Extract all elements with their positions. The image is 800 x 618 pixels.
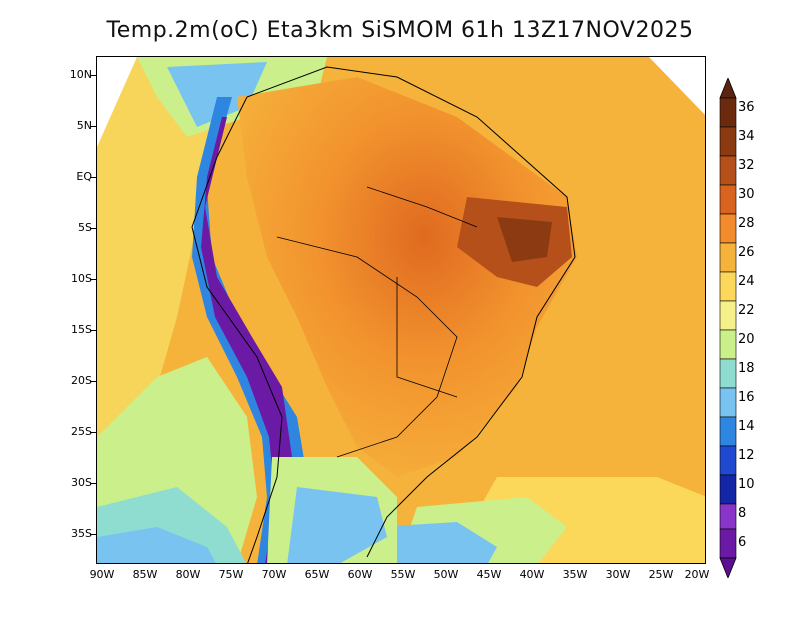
lat-label-20s: 20S	[71, 374, 92, 387]
colorbar-arrow-top	[719, 78, 737, 99]
lat-label-eq: EQ	[76, 170, 92, 183]
lon-label-90w: 90W	[89, 568, 115, 581]
lat-tick	[90, 483, 96, 484]
lat-tick	[90, 75, 96, 76]
lat-label-5n: 5N	[76, 119, 92, 132]
colorbar-label: 18	[738, 361, 755, 376]
chart-title: Temp.2m(oC) Eta3km SiSMOM 61h 13Z17NOV20…	[106, 18, 694, 43]
colorbar-label: 36	[738, 100, 755, 115]
colorbar-label: 6	[738, 535, 747, 550]
lat-label-25s: 25S	[71, 425, 92, 438]
lat-label-10s: 10S	[71, 272, 92, 285]
colorbar-label: 14	[738, 419, 755, 434]
colorbar-label: 16	[738, 390, 755, 405]
colorbar-label: 8	[738, 506, 747, 521]
lat-tick	[90, 381, 96, 382]
lat-tick	[90, 432, 96, 433]
colorbar-label: 24	[738, 274, 755, 289]
lon-label-70w: 70W	[261, 568, 287, 581]
lat-tick	[90, 228, 96, 229]
lat-label-15s: 15S	[71, 323, 92, 336]
colorbar-label: 22	[738, 303, 755, 318]
lon-label-30w: 30W	[605, 568, 631, 581]
map-panel	[96, 56, 706, 564]
colorbar-label: 28	[738, 216, 755, 231]
colorbar-arrow-bottom	[719, 557, 737, 578]
lon-label-20w: 20W	[684, 568, 710, 581]
lat-tick	[90, 177, 96, 178]
colorbar-label: 10	[738, 477, 755, 492]
lat-label-30s: 30S	[71, 476, 92, 489]
colorbar	[719, 78, 737, 578]
lat-tick	[90, 126, 96, 127]
lon-label-60w: 60W	[347, 568, 373, 581]
lon-label-55w: 55W	[390, 568, 416, 581]
lon-label-40w: 40W	[519, 568, 545, 581]
lat-tick	[90, 534, 96, 535]
lon-label-85w: 85W	[132, 568, 158, 581]
colorbar-label: 12	[738, 448, 755, 463]
lat-tick	[90, 279, 96, 280]
lat-label-35s: 35S	[71, 527, 92, 540]
colorbar-label: 32	[738, 158, 755, 173]
colorbar-label: 20	[738, 332, 755, 347]
continent-warm-area	[237, 77, 577, 477]
lon-label-45w: 45W	[476, 568, 502, 581]
temperature-map	[97, 57, 705, 563]
lon-label-50w: 50W	[433, 568, 459, 581]
lon-label-25w: 25W	[648, 568, 674, 581]
lon-label-75w: 75W	[218, 568, 244, 581]
lon-label-35w: 35W	[562, 568, 588, 581]
lon-label-65w: 65W	[304, 568, 330, 581]
lat-tick	[90, 330, 96, 331]
lon-label-80w: 80W	[175, 568, 201, 581]
lat-label-10n: 10N	[69, 68, 92, 81]
colorbar-label: 26	[738, 245, 755, 260]
lat-label-5s: 5S	[78, 221, 92, 234]
colorbar-label: 34	[738, 129, 755, 144]
colorbar-label: 30	[738, 187, 755, 202]
